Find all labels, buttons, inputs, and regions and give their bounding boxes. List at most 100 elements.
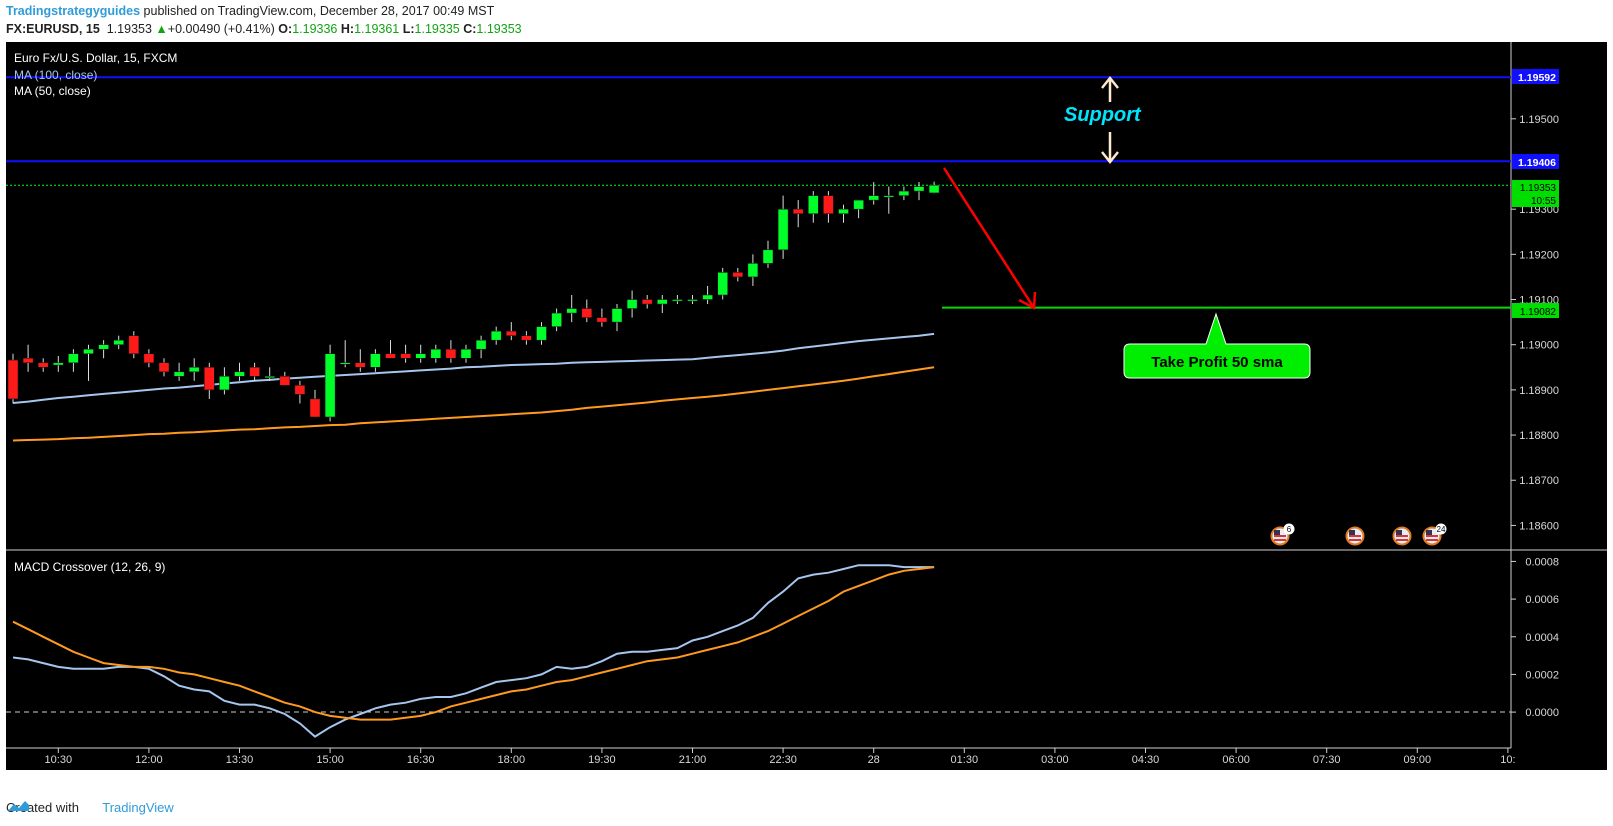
candle[interactable] (823, 191, 834, 223)
candle[interactable] (430, 344, 442, 363)
time-tick-label: 13:30 (226, 754, 254, 766)
candle[interactable] (672, 295, 683, 305)
candle[interactable] (792, 200, 804, 228)
candle[interactable] (536, 322, 547, 345)
ma50-line[interactable] (12, 366, 935, 442)
author-link[interactable]: Tradingstrategyguides (6, 4, 141, 18)
ma100-line[interactable] (12, 332, 935, 404)
us-flag-icon[interactable] (1392, 526, 1412, 546)
candle[interactable] (53, 355, 64, 372)
macd-line[interactable] (12, 564, 935, 738)
take-profit-callout[interactable]: Take Profit 50 sma (1123, 312, 1311, 379)
support-double-arrow-icon (1101, 75, 1119, 165)
candle[interactable] (158, 358, 170, 377)
candle[interactable] (249, 362, 260, 381)
close-label: C: (463, 22, 477, 36)
price-tick-label: 1.18600 (1519, 520, 1559, 532)
time-tick-label: 16:30 (407, 754, 435, 766)
candle[interactable] (732, 267, 744, 282)
candle[interactable] (596, 308, 608, 327)
candle[interactable] (400, 344, 411, 363)
candle[interactable] (173, 362, 185, 381)
candle[interactable] (204, 362, 215, 399)
candle[interactable] (37, 358, 49, 372)
candle[interactable] (581, 299, 593, 323)
candle[interactable] (339, 340, 351, 368)
candle[interactable] (626, 290, 638, 318)
candle[interactable] (234, 362, 245, 381)
time-tick-label: 09:00 (1404, 754, 1432, 766)
candle[interactable] (475, 335, 487, 359)
ma50-legend[interactable]: MA (50, close) (14, 84, 91, 98)
us-flag-icon[interactable] (1345, 526, 1365, 546)
ma100-legend[interactable]: MA (100, close) (14, 68, 97, 82)
candle[interactable] (566, 295, 577, 323)
candle[interactable] (68, 349, 79, 372)
macd-tick-label: 0.0000 (1525, 707, 1559, 719)
low-label: L: (402, 22, 415, 36)
candle[interactable] (460, 344, 472, 363)
candle[interactable] (928, 181, 940, 194)
candle[interactable] (762, 240, 774, 268)
tradingview-link[interactable]: TradingView (102, 800, 174, 815)
candle[interactable] (808, 191, 819, 223)
price-badge-top-text: 1.19592 (1518, 72, 1556, 84)
chart-canvas[interactable]: 1.19500 1.19300 1.19200 1.19100 1.19000 1.189… (6, 42, 1607, 770)
candle[interactable] (143, 349, 155, 368)
candle[interactable] (385, 340, 396, 359)
candle[interactable] (490, 326, 502, 345)
candle[interactable] (747, 254, 759, 286)
time-tick-label: 06:00 (1222, 754, 1250, 766)
signal-line[interactable] (12, 566, 935, 721)
us-flag-icon[interactable]: 24 (1422, 523, 1447, 546)
sell-arrow-icon (942, 167, 1037, 311)
candle[interactable] (128, 331, 140, 359)
candle[interactable] (687, 295, 698, 305)
us-flag-icon[interactable]: 6 (1270, 523, 1295, 546)
candle[interactable] (521, 331, 532, 345)
price-badge-top (1512, 69, 1559, 84)
macd-tick-label: 0.0004 (1525, 632, 1559, 644)
candle[interactable] (853, 199, 864, 219)
event-count: 24 (1437, 525, 1446, 534)
candle[interactable] (445, 340, 457, 363)
candle[interactable] (868, 182, 879, 205)
candle[interactable] (22, 344, 34, 372)
candle[interactable] (883, 186, 895, 214)
macd-tick-label: 0.0008 (1525, 556, 1559, 568)
candle[interactable] (898, 186, 910, 201)
candle[interactable] (641, 295, 653, 309)
candle[interactable] (113, 335, 124, 350)
candle[interactable] (551, 308, 562, 332)
candle[interactable] (98, 340, 109, 359)
candle[interactable] (219, 367, 230, 395)
candle[interactable] (506, 322, 517, 341)
candle[interactable] (657, 295, 668, 314)
candle[interactable] (838, 204, 849, 223)
candle[interactable] (913, 182, 925, 201)
candle[interactable] (702, 285, 713, 305)
candle[interactable] (777, 195, 789, 259)
candle[interactable] (355, 349, 366, 372)
candle[interactable] (717, 267, 728, 300)
published-text: published on TradingView.com, December 2… (143, 4, 495, 18)
candle[interactable] (83, 344, 94, 381)
price-tick-label: 1.18700 (1519, 475, 1559, 487)
candle[interactable] (415, 344, 426, 363)
candle[interactable] (309, 389, 321, 418)
price-badge-bottom (1512, 154, 1559, 169)
macd-legend[interactable]: MACD Crossover (12, 26, 9) (14, 560, 165, 574)
candle[interactable] (294, 380, 306, 404)
last-price-text: 1.19353 (106, 22, 152, 36)
high-value: 1.19361 (354, 22, 400, 36)
candle[interactable] (324, 344, 336, 422)
time-tick-label: 03:00 (1041, 754, 1069, 766)
time-tick-label: 10:30 (45, 754, 73, 766)
high-label: H: (340, 22, 355, 36)
candle[interactable] (188, 358, 200, 381)
candle[interactable] (370, 349, 381, 372)
candle[interactable] (7, 353, 19, 404)
candle[interactable] (279, 371, 291, 386)
candle[interactable] (264, 367, 275, 381)
candle[interactable] (611, 304, 623, 332)
